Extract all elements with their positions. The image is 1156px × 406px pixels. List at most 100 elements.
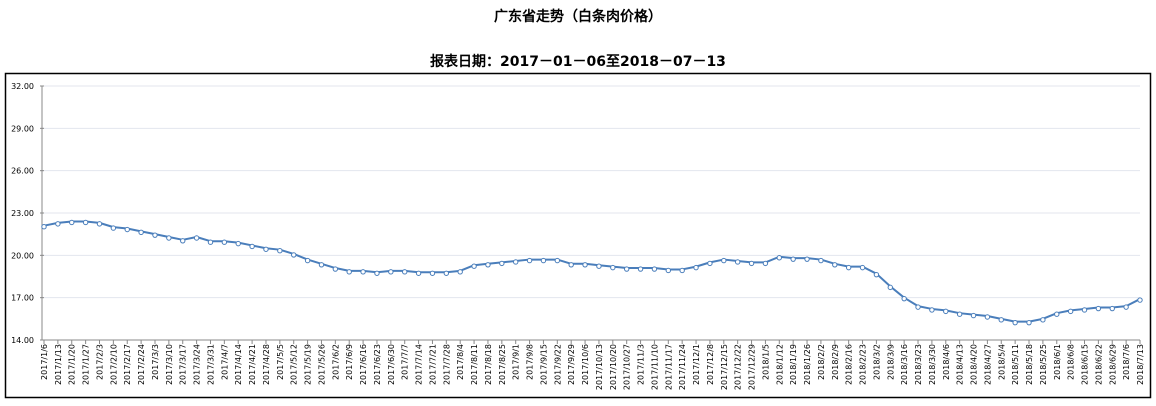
x-tick-label: 2018/2/2 — [817, 344, 826, 380]
x-tick-label: 2017/12/15 — [720, 344, 729, 390]
x-tick-label: 2017/9/22 — [553, 344, 562, 385]
x-tick-label: 2018/6/1 — [1053, 344, 1062, 380]
data-point — [180, 238, 186, 244]
chart-border — [4, 72, 1152, 399]
x-tick-label: 2017/2/24 — [137, 344, 146, 385]
x-tick-label: 2018/6/8 — [1067, 344, 1076, 380]
x-tick-label: 2017/5/5 — [276, 344, 285, 380]
data-point — [651, 266, 658, 272]
x-tick-label: 2018/2/23 — [859, 344, 868, 385]
x-tick-label: 2017/4/7 — [220, 344, 229, 380]
x-tick-label: 2017/11/3 — [637, 344, 646, 385]
data-point — [526, 257, 533, 264]
data-point — [596, 263, 602, 269]
data-point — [665, 267, 672, 274]
x-tick-label: 2017/7/14 — [415, 344, 424, 385]
x-tick-label: 2018/1/19 — [789, 344, 798, 385]
x-tick-label: 2017/8/11 — [470, 344, 479, 385]
y-tick-label: 14.00 — [11, 336, 34, 345]
data-point — [96, 221, 103, 227]
x-tick-label: 2017/6/2 — [331, 344, 340, 380]
x-tick-label: 2017/8/25 — [498, 344, 507, 385]
x-tick-label: 2017/11/10 — [650, 344, 659, 390]
x-tick-label: 2018/6/29 — [1108, 344, 1117, 385]
data-point — [998, 317, 1004, 323]
x-tick-label: 2018/3/23 — [914, 344, 923, 385]
data-point — [1109, 305, 1115, 312]
data-point — [512, 259, 519, 265]
x-tick-label: 2018/3/30 — [928, 344, 937, 385]
data-point — [346, 269, 352, 275]
data-point — [277, 247, 283, 254]
data-point — [845, 264, 852, 271]
data-point — [304, 257, 311, 264]
data-point — [540, 257, 547, 264]
data-point — [929, 307, 935, 313]
data-point — [901, 295, 907, 302]
x-tick-label: 2018/3/2 — [872, 344, 881, 380]
x-tick-label: 2017/1/6 — [40, 344, 49, 380]
data-point — [873, 271, 880, 278]
data-point — [249, 243, 255, 250]
data-point — [804, 256, 810, 262]
chart-title: 广东省走势（白条肉价格） — [494, 9, 662, 25]
data-point — [291, 252, 297, 258]
x-tick-label: 2017/4/14 — [234, 344, 243, 385]
x-tick-label: 2017/1/13 — [54, 344, 63, 385]
x-tick-label: 2017/10/6 — [581, 344, 590, 385]
x-tick-label: 2018/1/26 — [803, 344, 812, 385]
x-tick-label: 2017/3/10 — [165, 344, 174, 385]
data-point — [485, 262, 491, 268]
x-tick-label: 2018/3/16 — [900, 344, 909, 385]
y-tick-label: 26.00 — [11, 167, 34, 176]
data-point — [887, 284, 893, 291]
data-point — [956, 311, 963, 317]
x-tick-label: 2017/8/18 — [484, 344, 493, 385]
data-point — [748, 260, 755, 267]
data-point — [415, 270, 422, 276]
data-point — [82, 219, 89, 226]
data-point — [110, 225, 117, 231]
x-tick-label: 2018/5/25 — [1039, 344, 1048, 385]
x-tick-label: 2018/4/6 — [942, 344, 951, 380]
y-tick-label: 17.00 — [11, 294, 34, 303]
y-tick-label: 23.00 — [11, 209, 34, 218]
x-tick-label: 2017/11/17 — [664, 344, 673, 390]
x-tick-label: 2018/5/11 — [1011, 344, 1020, 385]
data-point — [679, 267, 685, 274]
x-tick-label: 2017/5/19 — [304, 344, 313, 385]
data-point — [1067, 308, 1074, 315]
data-point — [915, 304, 921, 310]
x-tick-label: 2017/3/17 — [179, 344, 188, 385]
data-point — [568, 262, 574, 268]
x-tick-label: 2017/7/28 — [442, 344, 451, 385]
data-point — [152, 232, 158, 238]
data-point — [360, 269, 366, 275]
data-point — [707, 260, 713, 267]
series-line — [43, 220, 1141, 323]
data-point — [582, 262, 588, 268]
x-tick-label: 2018/6/15 — [1081, 344, 1090, 385]
data-point — [318, 262, 325, 268]
data-point — [610, 264, 616, 271]
data-point — [637, 266, 644, 272]
x-tick-label: 2018/5/18 — [1025, 344, 1034, 385]
data-point — [859, 264, 866, 271]
y-tick-label: 29.00 — [11, 124, 34, 133]
data-point — [207, 239, 214, 245]
chart-subtitle: 报表日期：2017－01－06至2018－07－13 — [430, 54, 726, 70]
data-point — [443, 270, 450, 276]
x-tick-label: 2017/9/15 — [539, 344, 548, 385]
y-tick-label: 20.00 — [11, 251, 34, 260]
x-tick-label: 2017/1/27 — [82, 344, 91, 385]
x-tick-label: 2017/3/31 — [206, 344, 215, 385]
data-point — [471, 263, 477, 269]
x-tick-label: 2017/8/4 — [456, 344, 465, 380]
x-tick-label: 2018/7/6 — [1122, 344, 1131, 380]
x-tick-label: 2017/10/13 — [595, 344, 604, 390]
x-tick-label: 2017/5/26 — [317, 344, 326, 385]
data-point — [402, 269, 408, 275]
x-tick-label: 2017/9/8 — [526, 344, 535, 380]
x-tick-label: 2017/9/1 — [512, 344, 521, 380]
